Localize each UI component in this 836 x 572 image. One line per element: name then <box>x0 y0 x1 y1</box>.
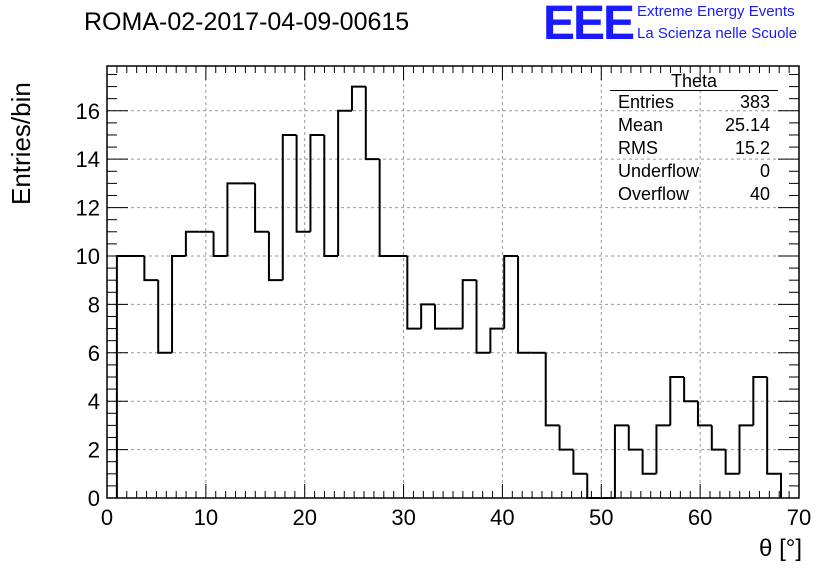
histogram-bin <box>724 449 740 475</box>
histogram-bin <box>254 183 269 233</box>
histogram-bin <box>364 86 380 161</box>
histogram-bin <box>323 134 339 257</box>
x-tick-label: 30 <box>391 505 415 530</box>
stats-value: 40 <box>749 184 770 204</box>
histogram-bin <box>655 424 671 474</box>
histogram-bin <box>710 425 726 451</box>
histogram-bin <box>226 182 242 256</box>
histogram-bin <box>295 134 311 233</box>
histogram-bin <box>489 327 505 353</box>
x-tick-label: 20 <box>292 505 316 530</box>
histogram-bin <box>281 133 297 281</box>
stats-row-rms: RMS 15.2 <box>610 137 778 160</box>
y-tick-label: 2 <box>88 438 100 463</box>
histogram-bin <box>503 254 519 329</box>
stats-value: 15.2 <box>734 138 770 158</box>
histogram-bin <box>378 159 394 257</box>
histogram-bin <box>475 280 491 354</box>
histogram-bin <box>669 375 685 426</box>
histogram-bin <box>267 231 283 282</box>
histogram-bin <box>572 449 588 475</box>
histogram-bin <box>157 280 173 354</box>
run-title: ROMA-02-2017-04-09-00615 <box>84 8 410 36</box>
axis-ticks <box>106 66 800 499</box>
y-axis-title: Entries/bin <box>6 82 36 205</box>
stats-row-entries: Entries 383 <box>610 91 778 114</box>
x-tick-label: 60 <box>688 505 712 530</box>
eee-logo: EEE <box>543 0 635 50</box>
stats-row-underflow: Underflow 0 <box>610 160 778 183</box>
stats-value: 383 <box>739 92 770 112</box>
histogram-bin <box>766 376 783 498</box>
histogram-bin <box>461 279 477 329</box>
histogram-bin <box>613 424 629 498</box>
histogram-bin <box>434 304 449 330</box>
stats-title: Theta <box>670 71 718 91</box>
stats-label: Underflow <box>618 161 700 181</box>
histogram-bin <box>171 254 186 353</box>
histogram-bin <box>544 352 560 427</box>
x-tick-label: 40 <box>490 505 514 530</box>
histogram-bin <box>143 255 159 282</box>
y-tick-label: 16 <box>76 99 100 124</box>
histogram-bin <box>115 254 131 498</box>
y-tick-label: 12 <box>76 196 100 221</box>
histogram-bin <box>517 255 532 354</box>
stats-header: Theta <box>610 70 778 91</box>
histogram-bin <box>586 473 602 499</box>
histogram-bin <box>738 424 754 474</box>
histogram-bars <box>115 85 783 499</box>
stats-label: RMS <box>618 138 658 158</box>
histogram-bin <box>683 376 698 403</box>
histogram-bin <box>309 133 325 232</box>
y-tick-label: 6 <box>88 341 100 366</box>
histogram-bin <box>558 425 574 451</box>
y-tick-label: 14 <box>76 147 100 172</box>
y-tick-label: 0 <box>88 486 100 511</box>
histogram-bin <box>752 375 768 426</box>
x-tick-label: 0 <box>101 505 113 530</box>
histogram-bin <box>420 303 436 329</box>
histogram-bin <box>337 109 352 256</box>
stats-row-overflow: Overflow 40 <box>610 183 778 206</box>
histogram-bin <box>627 425 643 451</box>
x-tick-label: 50 <box>589 505 613 530</box>
x-axis-title: θ [°] <box>759 535 802 562</box>
histogram-bin <box>696 401 712 427</box>
logo-subtitle-1: Extreme Energy Events <box>637 3 795 20</box>
stats-value: 25.14 <box>724 115 770 135</box>
stats-label: Entries <box>618 92 675 112</box>
stats-label: Mean <box>618 115 664 135</box>
histogram-bin <box>406 255 422 330</box>
tick-labels: 0 10 20 30 40 50 60 70 0 2 4 6 8 10 12 14 16 <box>76 99 812 530</box>
stats-label: Overflow <box>618 184 690 204</box>
y-tick-label: 8 <box>88 292 100 317</box>
histogram-bin <box>212 231 228 257</box>
histogram-bin <box>350 85 366 111</box>
y-tick-label: 10 <box>76 244 100 269</box>
stats-row-mean: Mean 25.14 <box>610 114 778 137</box>
histogram-bin <box>184 230 200 256</box>
x-tick-label: 70 <box>787 505 811 530</box>
logo-subtitle-2: La Scienza nelle Scuole <box>637 25 798 42</box>
stats-value: 0 <box>759 161 770 181</box>
x-tick-label: 10 <box>194 505 218 530</box>
y-tick-label: 4 <box>88 389 100 414</box>
histogram-bin <box>641 449 657 475</box>
